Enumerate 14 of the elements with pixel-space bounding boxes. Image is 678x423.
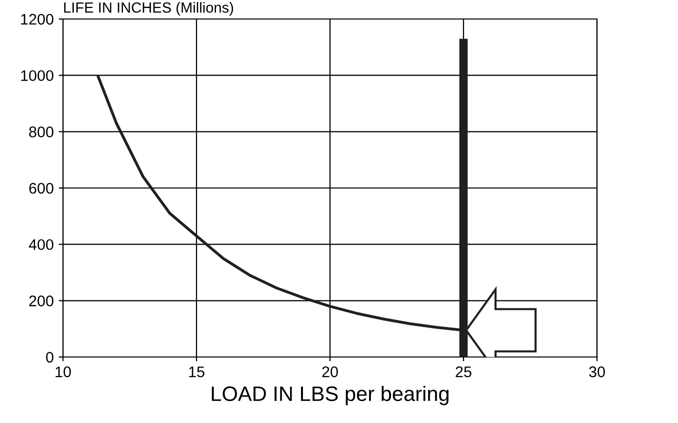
y-tick-label: 600 bbox=[29, 182, 54, 194]
y-tick-label: 1000 bbox=[21, 70, 54, 82]
y-tick-label: 800 bbox=[29, 126, 54, 138]
y-tick-label: 0 bbox=[46, 352, 54, 363]
y-tick-label: 1200 bbox=[21, 14, 54, 25]
x-tick-label: 25 bbox=[456, 366, 472, 378]
x-tick-label: 30 bbox=[589, 366, 605, 378]
x-axis-title: LOAD IN LBS per bearing bbox=[212, 386, 449, 406]
x-tick-label: 15 bbox=[189, 366, 204, 378]
y-tick-label: 200 bbox=[29, 296, 54, 306]
y-tick-label: 400 bbox=[28, 239, 54, 250]
x-tick-label: 10 bbox=[56, 366, 71, 378]
x-tick-label: 20 bbox=[322, 366, 338, 378]
y-axis-title: LIFE IN INCHES (Millions) bbox=[64, 2, 234, 16]
